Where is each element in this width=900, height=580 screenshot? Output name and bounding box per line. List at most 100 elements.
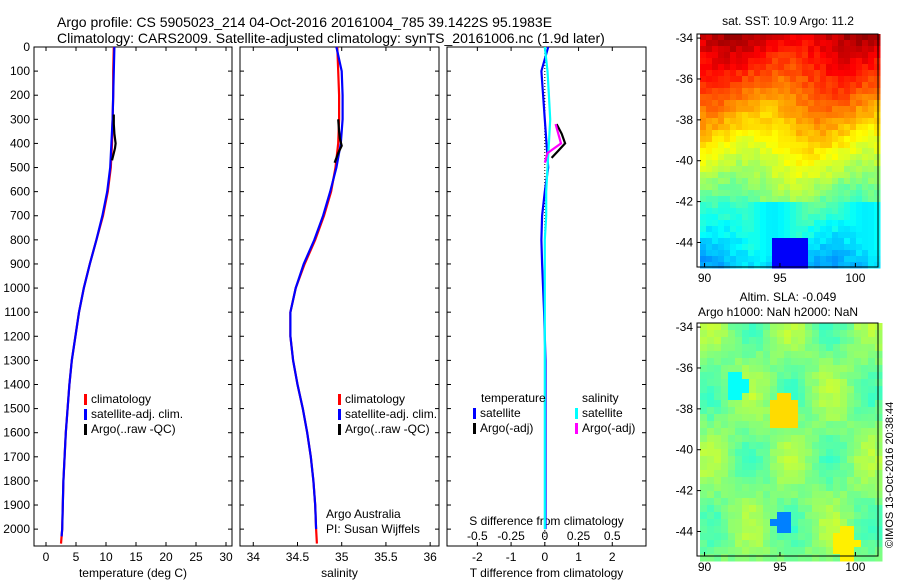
map-cell [735,414,743,422]
map-cell [712,238,719,245]
map-cell [770,519,778,527]
map-cell [847,491,855,499]
map-cell [712,184,719,191]
map-cell [874,178,881,185]
map-cell [742,124,749,131]
map-cell [840,372,848,380]
map-cell [791,372,799,380]
map-cell [812,351,820,359]
map-cell [712,196,719,203]
map-cell [798,330,806,338]
map-cell [850,256,857,263]
map-cell [784,124,791,131]
map-cell [840,463,848,471]
map-cell [700,456,708,464]
map-cell [826,106,833,113]
map-cell [707,526,715,534]
map-cell [833,393,841,401]
map-cell [868,88,875,95]
map-cell [730,88,737,95]
map-cell [770,386,778,394]
map-cell [805,484,813,492]
map-cell [778,136,785,143]
map-cell [735,442,743,450]
map-cell [777,330,785,338]
map-cell [700,540,708,548]
map-cell [805,498,813,506]
map-cell [856,136,863,143]
map-cell [832,100,839,107]
map-cell [856,52,863,59]
map-cell [718,202,725,209]
map-cell [844,184,851,191]
y-tick-label: 1300 [3,353,30,367]
map-cell [790,100,797,107]
map-cell [736,154,743,161]
map-cell [749,386,757,394]
map-cell [826,220,833,227]
map-cell [850,190,857,197]
map-cell [868,337,876,345]
map-cell [718,124,725,131]
map-cell [854,442,862,450]
map-cell [784,94,791,101]
map-cell [749,379,757,387]
map-cell [791,540,799,548]
map-cell [728,449,736,457]
map-cell [784,40,791,47]
map-cell [832,52,839,59]
map-cell [805,414,813,422]
map-cell [826,526,834,534]
map-cell [707,533,715,541]
map-cell [728,337,736,345]
map-cell [802,256,809,263]
map-cell [760,34,767,41]
map-cell [826,136,833,143]
map-cell [862,112,869,119]
map-cell [721,330,729,338]
map-cell [826,88,833,95]
map-cell [868,351,876,359]
map-cell [777,463,785,471]
map-cell [754,94,761,101]
map-cell [875,365,883,373]
map-cell [847,365,855,373]
map-cell [847,351,855,359]
map-cell [805,386,813,394]
map-cell [721,491,729,499]
map-cell [730,70,737,77]
map-cell [718,82,725,89]
map-cell [874,208,881,215]
map-cell [748,190,755,197]
map-cell [850,172,857,179]
map-cell [770,554,778,562]
map-cell [838,130,845,137]
map-cell [808,250,815,257]
map-cell [819,449,827,457]
map-cell [850,208,857,215]
map-cell [730,112,737,119]
map-cell [868,58,875,65]
map-cell [756,337,764,345]
map-cell [756,505,764,513]
map-cell [742,118,749,125]
map-cell [735,344,743,352]
map-cell [826,202,833,209]
map-cell [748,184,755,191]
map-cell [784,34,791,41]
map-cell [735,519,743,527]
map-cell [812,477,820,485]
map-cell [812,533,820,541]
map-cell [721,533,729,541]
map-cell [754,118,761,125]
map-cell [742,533,750,541]
map-cell [736,34,743,41]
map-cell [772,58,779,65]
map-frame [696,322,879,557]
map-cell [798,400,806,408]
map-cell [820,58,827,65]
map-cell [838,178,845,185]
map-cell [875,435,883,443]
map-cell [754,250,761,257]
map-cell [862,226,869,233]
